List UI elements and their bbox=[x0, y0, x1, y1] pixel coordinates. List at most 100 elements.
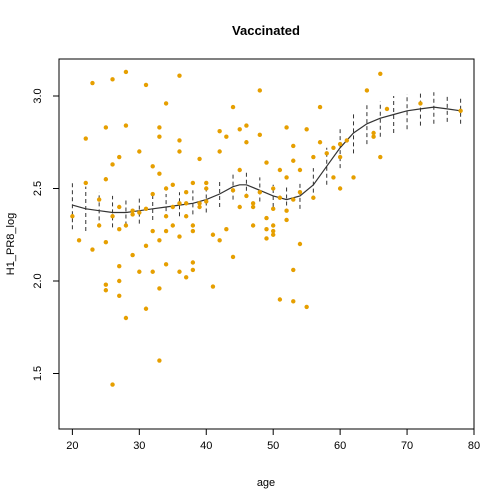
data-point bbox=[291, 267, 296, 273]
data-point bbox=[190, 223, 196, 228]
data-point bbox=[117, 154, 122, 160]
data-point bbox=[96, 223, 102, 228]
chart-title: Vaccinated bbox=[232, 23, 300, 38]
data-point bbox=[137, 149, 142, 154]
data-point bbox=[371, 130, 376, 136]
data-point bbox=[157, 134, 162, 139]
data-point bbox=[150, 164, 155, 169]
data-point bbox=[244, 123, 249, 128]
data-point bbox=[270, 232, 276, 237]
data-point bbox=[90, 80, 95, 86]
data-point bbox=[183, 190, 189, 195]
data-point bbox=[304, 304, 309, 310]
data-point bbox=[210, 232, 216, 237]
data-point bbox=[270, 223, 276, 228]
data-point bbox=[337, 186, 343, 191]
data-point bbox=[237, 167, 242, 173]
data-point bbox=[291, 197, 296, 202]
data-point bbox=[183, 275, 189, 280]
data-point bbox=[264, 227, 269, 232]
data-point bbox=[117, 264, 122, 269]
data-point bbox=[83, 180, 88, 186]
data-point bbox=[157, 125, 162, 130]
data-point bbox=[163, 186, 169, 191]
data-point bbox=[117, 293, 122, 298]
data-point bbox=[190, 228, 196, 234]
data-point bbox=[297, 190, 303, 195]
data-point bbox=[331, 175, 336, 180]
data-point bbox=[384, 106, 390, 112]
data-point bbox=[250, 201, 256, 206]
data-point bbox=[177, 73, 182, 78]
data-point bbox=[117, 227, 122, 232]
data-point bbox=[264, 215, 269, 221]
x-tick-label: 20 bbox=[66, 440, 78, 452]
data-point bbox=[257, 88, 263, 93]
data-point bbox=[264, 160, 269, 165]
y-tick-label: 2.0 bbox=[32, 273, 44, 288]
y-tick-label: 3.0 bbox=[32, 88, 44, 103]
data-point bbox=[123, 315, 129, 321]
data-point bbox=[204, 180, 209, 186]
data-point bbox=[76, 238, 82, 243]
fitted-curve bbox=[72, 106, 461, 214]
data-point bbox=[291, 143, 296, 149]
data-point bbox=[197, 201, 202, 206]
data-point bbox=[210, 284, 216, 289]
data-point bbox=[170, 182, 175, 187]
data-point bbox=[291, 299, 296, 304]
x-axis: 20 30 40 50 60 70 80 bbox=[66, 428, 480, 452]
data-point bbox=[163, 262, 169, 267]
data-point bbox=[157, 171, 162, 176]
data-point bbox=[217, 128, 222, 134]
data-point bbox=[150, 228, 155, 234]
data-point bbox=[130, 208, 135, 213]
data-point bbox=[110, 77, 115, 82]
data-point bbox=[378, 71, 383, 77]
data-point bbox=[270, 186, 276, 191]
data-point bbox=[130, 252, 135, 258]
scatter-points bbox=[70, 69, 463, 387]
data-point bbox=[371, 134, 376, 139]
data-point bbox=[197, 156, 202, 162]
data-point bbox=[177, 138, 182, 143]
data-point bbox=[177, 201, 182, 206]
data-point bbox=[143, 306, 149, 311]
data-point bbox=[378, 154, 383, 160]
data-point bbox=[190, 180, 196, 186]
data-point bbox=[297, 241, 303, 247]
data-point bbox=[244, 193, 249, 199]
data-point bbox=[110, 214, 115, 219]
data-point bbox=[317, 140, 323, 145]
data-point bbox=[204, 186, 209, 191]
data-point bbox=[297, 167, 303, 173]
data-point bbox=[224, 227, 229, 232]
data-point bbox=[150, 191, 155, 197]
data-point bbox=[103, 239, 109, 245]
data-point bbox=[137, 210, 142, 215]
data-point bbox=[331, 145, 336, 150]
data-point bbox=[130, 212, 135, 217]
data-point bbox=[204, 199, 209, 204]
data-point bbox=[183, 214, 189, 219]
data-point bbox=[337, 141, 343, 147]
data-point bbox=[351, 175, 356, 180]
data-point bbox=[284, 175, 289, 180]
fitted-curve-line bbox=[72, 106, 461, 214]
y-tick-label: 1.5 bbox=[32, 366, 44, 381]
data-point bbox=[250, 204, 256, 210]
x-tick-label: 50 bbox=[267, 440, 279, 452]
y-tick-label: 2.5 bbox=[32, 181, 44, 196]
data-point bbox=[458, 108, 463, 114]
data-point bbox=[230, 104, 236, 110]
data-point bbox=[324, 151, 329, 156]
data-point bbox=[277, 297, 283, 302]
x-axis-label: age bbox=[257, 477, 275, 489]
data-point bbox=[157, 238, 162, 243]
data-point bbox=[264, 236, 269, 241]
data-point bbox=[257, 132, 263, 138]
data-point bbox=[143, 243, 149, 249]
data-point bbox=[177, 234, 182, 239]
data-point bbox=[304, 127, 309, 132]
